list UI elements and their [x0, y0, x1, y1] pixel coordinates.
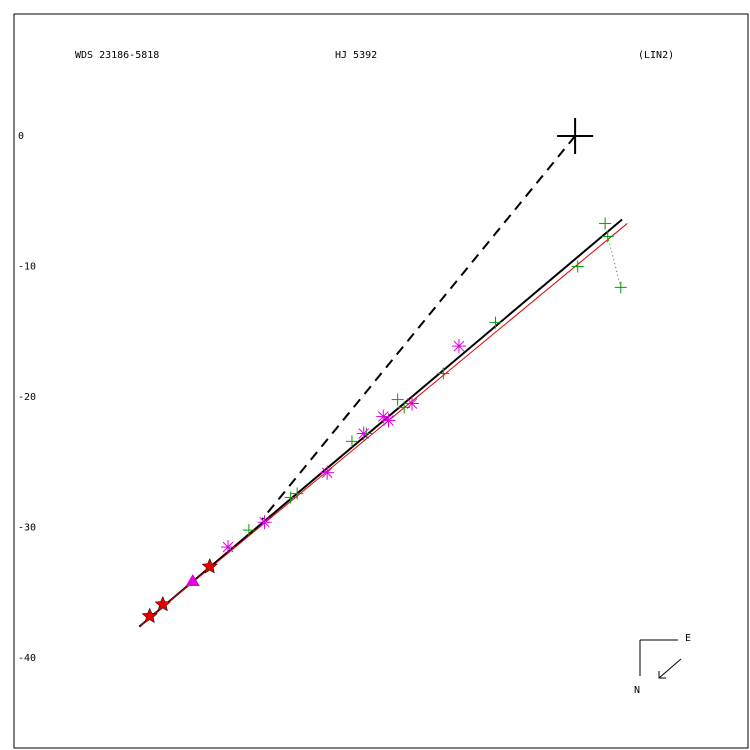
fit-line [261, 135, 576, 521]
point [257, 515, 272, 530]
point [614, 281, 627, 294]
star-shape [201, 557, 218, 574]
asterisk-arm [383, 415, 394, 426]
annotation: (LIN2) [638, 50, 674, 61]
compass-arrow [658, 658, 682, 679]
point [571, 260, 584, 273]
point [141, 607, 158, 624]
point [185, 573, 200, 586]
y-tick-label: -20 [18, 392, 36, 403]
point [154, 595, 171, 612]
asterisk-arm [259, 516, 270, 528]
point [376, 409, 391, 424]
plot-frame [13, 13, 749, 749]
point [291, 487, 304, 500]
point [381, 413, 396, 428]
point [437, 367, 450, 380]
point [451, 339, 466, 354]
point [601, 230, 614, 243]
compass [639, 639, 682, 679]
point [489, 316, 502, 329]
point [201, 557, 218, 574]
y-tick-label: -40 [18, 653, 36, 664]
point [221, 540, 236, 555]
asterisk-arm [377, 411, 389, 422]
asterisk-arm [222, 541, 234, 553]
chart-subtitle: HJ 5392 [335, 50, 377, 61]
compass-arrowhead [658, 671, 666, 679]
y-tick-label: -30 [18, 522, 36, 533]
point [391, 393, 404, 406]
asterisk-arm [321, 467, 333, 478]
compass-east: E [685, 633, 691, 644]
y-tick-label: -10 [18, 261, 36, 272]
asterisk-arm [358, 428, 370, 439]
point [356, 426, 371, 441]
star-shape [141, 607, 158, 624]
chart-title: WDS 23186-5818 [75, 50, 159, 61]
point [404, 396, 419, 411]
point [284, 491, 297, 504]
fit-line [607, 236, 622, 288]
star-shape [154, 595, 171, 612]
fit-line [138, 218, 623, 628]
point [345, 435, 358, 448]
compass-north: N [634, 685, 640, 696]
asterisk-arm [406, 398, 418, 409]
asterisk-arm [453, 340, 465, 352]
point [320, 465, 335, 480]
point [557, 118, 594, 155]
y-tick-label: 0 [18, 131, 24, 142]
point [599, 217, 612, 230]
point [242, 524, 255, 537]
triangle-shape [185, 573, 200, 586]
